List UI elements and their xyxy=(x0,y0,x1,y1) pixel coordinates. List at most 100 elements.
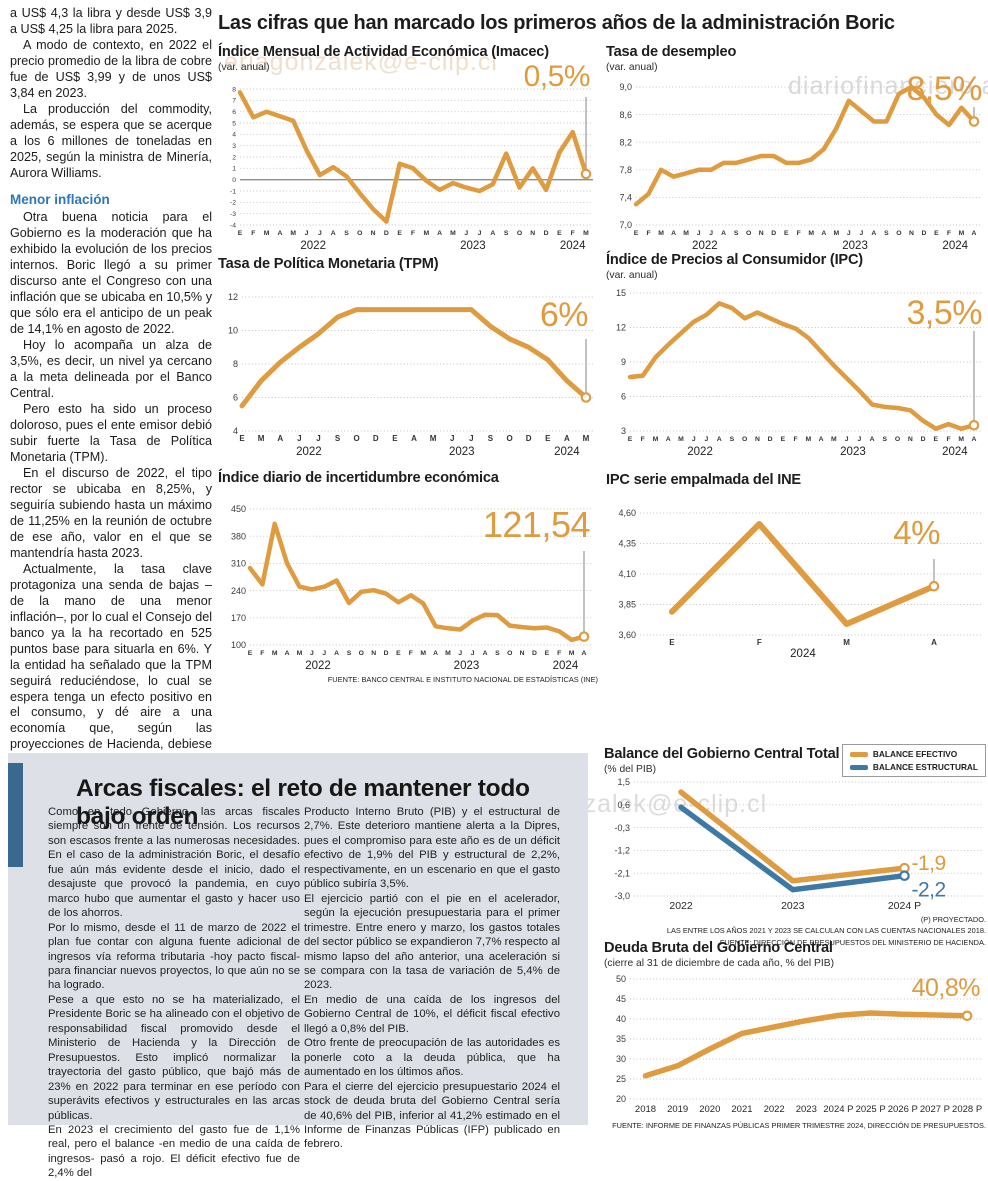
svg-text:F: F xyxy=(646,230,650,237)
svg-text:F: F xyxy=(557,650,561,657)
svg-text:F: F xyxy=(794,436,798,443)
svg-text:3: 3 xyxy=(621,426,626,436)
chart-source: FUENTE: BANCO CENTRAL E INSTITUTO NACION… xyxy=(327,675,598,684)
svg-text:2024 P: 2024 P xyxy=(888,900,921,912)
svg-text:O: O xyxy=(357,230,362,237)
svg-text:2025 P: 2025 P xyxy=(856,1104,886,1115)
svg-text:M: M xyxy=(290,230,296,237)
svg-text:E: E xyxy=(784,230,789,237)
svg-text:D: D xyxy=(384,650,389,657)
svg-text:4,60: 4,60 xyxy=(618,508,636,518)
chart-title: Tasa de Política Monetaria (TPM) xyxy=(218,256,439,272)
svg-text:M: M xyxy=(264,230,270,237)
svg-text:D: D xyxy=(921,436,926,443)
svg-text:S: S xyxy=(488,434,494,443)
svg-text:2024: 2024 xyxy=(942,240,968,252)
svg-text:4: 4 xyxy=(232,132,236,139)
svg-text:J: J xyxy=(318,230,322,237)
chart-subtitle: (var. anual) xyxy=(606,62,658,73)
svg-text:A: A xyxy=(564,434,570,443)
svg-text:E: E xyxy=(397,230,402,237)
svg-text:A: A xyxy=(671,230,676,237)
svg-text:100: 100 xyxy=(231,640,246,650)
svg-text:M: M xyxy=(445,650,451,657)
chart-incertidumbre: Índice diario de incertidumbre económica… xyxy=(218,470,598,684)
panel-paragraph: Otro frente de preocupación de las autor… xyxy=(304,1037,560,1079)
latest-value: 40,8% xyxy=(911,974,981,1002)
svg-text:A: A xyxy=(870,436,875,443)
svg-text:2027 P: 2027 P xyxy=(920,1104,950,1115)
svg-text:A: A xyxy=(411,434,417,443)
svg-text:F: F xyxy=(641,436,645,443)
desempleo-plot: 9,08,68,27,87,47,0E F M A M J J A S O N D E F M A M J J A S O… xyxy=(619,82,981,252)
svg-text:2019: 2019 xyxy=(667,1104,688,1115)
chart-subtitle: (% del PIB) xyxy=(604,764,657,775)
svg-text:2024: 2024 xyxy=(790,648,816,660)
svg-text:M: M xyxy=(420,650,426,657)
svg-text:2022: 2022 xyxy=(692,240,718,252)
svg-text:E: E xyxy=(392,434,398,443)
svg-text:12: 12 xyxy=(616,323,626,333)
latest-value: 121,54 xyxy=(482,504,591,545)
svg-text:J: J xyxy=(305,230,309,237)
svg-text:2024 P: 2024 P xyxy=(823,1104,853,1115)
article-paragraph: Otra buena noticia para el Gobierno es l… xyxy=(10,209,212,336)
panel-column-1: Como en todo Gobierno, las arcas fiscale… xyxy=(48,805,300,1181)
panel-paragraph: Por lo mismo, desde el 11 de marzo de 20… xyxy=(48,921,300,992)
svg-text:S: S xyxy=(495,650,500,657)
svg-text:N: N xyxy=(908,436,913,443)
latest-value: 3,5% xyxy=(906,294,983,332)
svg-text:D: D xyxy=(384,230,389,237)
svg-text:S: S xyxy=(884,230,889,237)
svg-text:1: 1 xyxy=(232,166,236,173)
svg-text:E: E xyxy=(628,436,633,443)
svg-text:2023: 2023 xyxy=(460,240,486,252)
svg-text:D: D xyxy=(532,650,537,657)
svg-text:J: J xyxy=(857,436,861,443)
svg-text:6: 6 xyxy=(233,393,238,403)
svg-text:S: S xyxy=(734,230,739,237)
svg-text:4: 4 xyxy=(233,426,238,436)
panel-paragraph: Para el cierre del ejercicio presupuesta… xyxy=(304,1080,560,1151)
svg-text:E: E xyxy=(545,434,551,443)
svg-text:D: D xyxy=(921,230,926,237)
svg-text:3: 3 xyxy=(232,143,236,150)
svg-text:4,10: 4,10 xyxy=(618,569,636,579)
svg-text:O: O xyxy=(746,230,751,237)
svg-text:F: F xyxy=(757,638,762,647)
svg-text:J: J xyxy=(310,650,314,657)
chart-subtitle: (var. anual) xyxy=(606,270,658,281)
svg-text:2026 P: 2026 P xyxy=(888,1104,918,1115)
svg-text:J: J xyxy=(705,436,709,443)
svg-text:D: D xyxy=(544,230,549,237)
svg-text:3,85: 3,85 xyxy=(618,600,636,610)
svg-text:E: E xyxy=(248,650,253,657)
svg-text:N: N xyxy=(759,230,764,237)
svg-text:A: A xyxy=(972,436,977,443)
chart-title: IPC serie empalmada del INE xyxy=(606,472,801,488)
svg-text:F: F xyxy=(947,230,951,237)
svg-text:2024: 2024 xyxy=(554,446,580,458)
legend-swatch-efectivo xyxy=(849,751,868,757)
svg-text:J: J xyxy=(847,230,851,237)
panel-column-2: Producto Interno Bruto (PIB) y el estruc… xyxy=(304,805,560,1152)
svg-text:170: 170 xyxy=(231,613,246,623)
article-paragraph: A modo de contexto, en 2022 el precio pr… xyxy=(10,37,212,100)
svg-text:N: N xyxy=(520,650,525,657)
svg-text:E: E xyxy=(634,230,639,237)
svg-text:8: 8 xyxy=(233,359,238,369)
svg-text:A: A xyxy=(277,434,283,443)
svg-text:N: N xyxy=(909,230,914,237)
deuda-plot: 50 45 40 35 30 25 20 2018 2019 2020 2021 2022 2023 20… xyxy=(616,974,983,1115)
svg-text:35: 35 xyxy=(616,1034,626,1044)
chart-desempleo: Tasa de desempleo (var. anual) 9,0 8,6 8,2… xyxy=(606,44,986,253)
svg-text:2020: 2020 xyxy=(699,1104,720,1115)
svg-text:-2,2: -2,2 xyxy=(911,879,945,902)
svg-text:9,0: 9,0 xyxy=(619,82,632,92)
svg-text:2022: 2022 xyxy=(669,900,693,912)
svg-text:O: O xyxy=(742,436,747,443)
svg-text:J: J xyxy=(478,230,482,237)
svg-text:8,2: 8,2 xyxy=(619,137,632,147)
svg-text:M: M xyxy=(831,436,837,443)
